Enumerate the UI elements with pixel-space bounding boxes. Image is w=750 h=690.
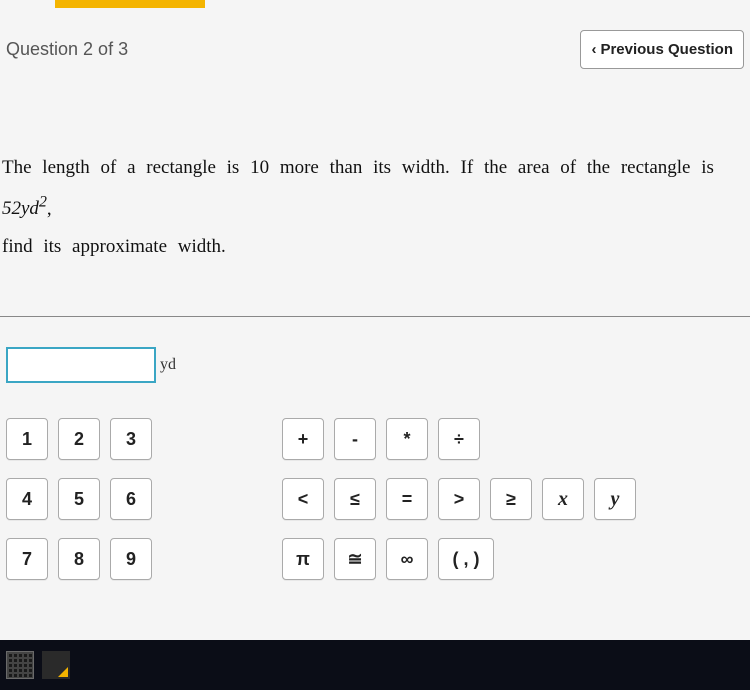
problem-part-b: find its approximate width. xyxy=(2,236,226,257)
key-gt[interactable]: > xyxy=(438,478,480,520)
key-parens[interactable]: ( , ) xyxy=(438,538,494,580)
answer-input[interactable] xyxy=(6,347,156,383)
key-le[interactable]: ≤ xyxy=(334,478,376,520)
key-8[interactable]: 8 xyxy=(58,538,100,580)
taskbar-note-icon[interactable] xyxy=(42,651,70,679)
taskbar-grid-icon[interactable] xyxy=(6,651,34,679)
question-counter: Question 2 of 3 xyxy=(6,39,128,60)
previous-question-button[interactable]: ‹ Previous Question xyxy=(580,30,744,69)
header: Question 2 of 3 ‹ Previous Question xyxy=(0,0,750,79)
divider xyxy=(0,316,750,317)
answer-row: yd xyxy=(0,347,750,383)
keypad-row-3: 7 8 9 π ≅ ∞ ( , ) xyxy=(6,538,750,580)
problem-text: The length of a rectangle is 10 more tha… xyxy=(0,79,750,296)
key-4[interactable]: 4 xyxy=(6,478,48,520)
keypad-row-1: 1 2 3 + - * ÷ xyxy=(6,418,750,460)
taskbar xyxy=(0,640,750,690)
key-x[interactable]: x xyxy=(542,478,584,520)
key-plus[interactable]: + xyxy=(282,418,324,460)
key-7[interactable]: 7 xyxy=(6,538,48,580)
key-divide[interactable]: ÷ xyxy=(438,418,480,460)
key-y[interactable]: y xyxy=(594,478,636,520)
key-minus[interactable]: - xyxy=(334,418,376,460)
previous-question-label: Previous Question xyxy=(600,41,733,58)
key-5[interactable]: 5 xyxy=(58,478,100,520)
keypad-row-2: 4 5 6 < ≤ = > ≥ x y xyxy=(6,478,750,520)
key-ge[interactable]: ≥ xyxy=(490,478,532,520)
page: Question 2 of 3 ‹ Previous Question The … xyxy=(0,0,750,640)
chevron-left-icon: ‹ xyxy=(591,41,596,58)
key-multiply[interactable]: * xyxy=(386,418,428,460)
problem-comma: , xyxy=(47,198,52,219)
key-approx[interactable]: ≅ xyxy=(334,538,376,580)
key-infinity[interactable]: ∞ xyxy=(386,538,428,580)
key-eq[interactable]: = xyxy=(386,478,428,520)
key-2[interactable]: 2 xyxy=(58,418,100,460)
key-1[interactable]: 1 xyxy=(6,418,48,460)
answer-unit: yd xyxy=(160,356,176,374)
keypad: 1 2 3 + - * ÷ 4 5 6 < ≤ = > ≥ x y 7 8 9 xyxy=(0,418,750,580)
accent-bar xyxy=(55,0,205,8)
key-6[interactable]: 6 xyxy=(110,478,152,520)
area-value: 52yd2 xyxy=(2,198,47,219)
problem-part-a: The length of a rectangle is 10 more tha… xyxy=(2,157,714,178)
key-3[interactable]: 3 xyxy=(110,418,152,460)
key-pi[interactable]: π xyxy=(282,538,324,580)
key-lt[interactable]: < xyxy=(282,478,324,520)
key-9[interactable]: 9 xyxy=(110,538,152,580)
